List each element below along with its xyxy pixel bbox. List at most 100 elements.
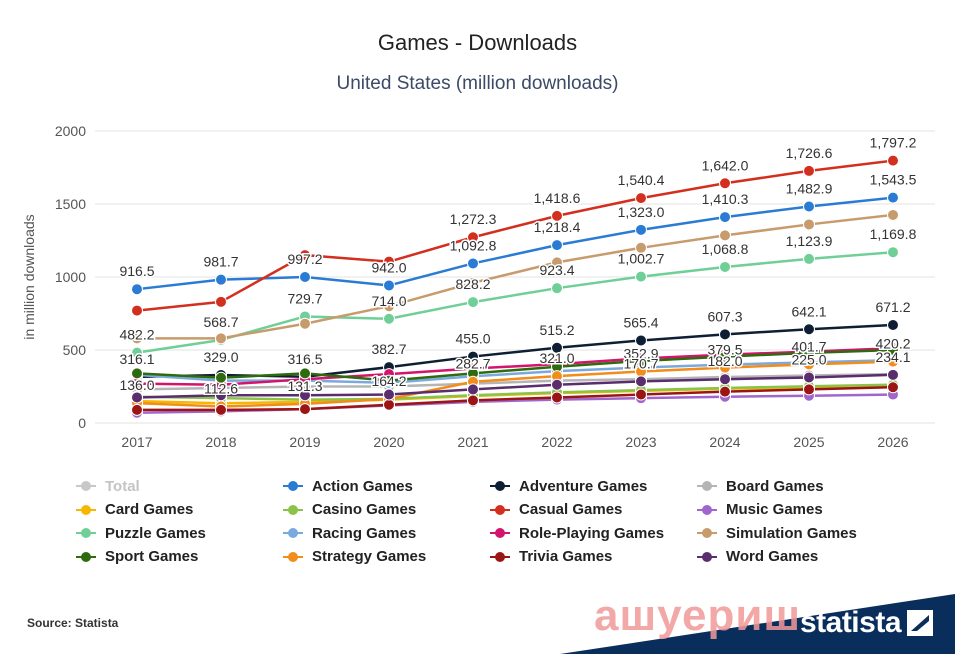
- data-point-trivia-games[interactable]: [383, 398, 395, 411]
- data-point-trivia-games[interactable]: [887, 381, 899, 394]
- data-point-simulation-games[interactable]: [635, 241, 647, 254]
- series-line-puzzle-games[interactable]: [136, 250, 894, 354]
- data-point-adventure-games[interactable]: [551, 341, 563, 354]
- legend-item-role-playing-games[interactable]: Role-Playing Games: [490, 522, 664, 544]
- data-point-casual-games[interactable]: [803, 164, 815, 177]
- data-point-casual-games[interactable]: [467, 231, 479, 244]
- series-line-role-playing-games[interactable]: [136, 346, 894, 386]
- data-point-word-games[interactable]: [383, 388, 395, 401]
- data-point-casual-games[interactable]: [383, 255, 395, 268]
- legend-item-word-games[interactable]: Word Games: [697, 546, 818, 568]
- data-point-casual-games[interactable]: [299, 249, 311, 262]
- data-point-trivia-games[interactable]: [467, 394, 479, 407]
- data-point-simulation-games[interactable]: [719, 229, 731, 242]
- data-point-puzzle-games[interactable]: [131, 346, 143, 359]
- data-point-sport-games[interactable]: [299, 367, 311, 380]
- data-point-strategy-games[interactable]: [803, 358, 815, 371]
- data-point-simulation-games[interactable]: [467, 276, 479, 289]
- series-line-simulation-games[interactable]: [137, 213, 894, 340]
- data-point-action-games[interactable]: [803, 200, 815, 213]
- data-point-puzzle-games[interactable]: [719, 260, 731, 273]
- data-point-adventure-games[interactable]: [467, 350, 479, 363]
- data-point-word-games[interactable]: [887, 368, 899, 381]
- data-point-action-games[interactable]: [215, 273, 227, 286]
- series-line-sport-games[interactable]: [136, 348, 894, 382]
- data-point-casual-games[interactable]: [551, 209, 563, 222]
- data-point-word-games[interactable]: [467, 383, 479, 396]
- data-point-action-games[interactable]: [551, 239, 563, 252]
- data-point-simulation-games[interactable]: [383, 300, 395, 313]
- legend-item-strategy-games[interactable]: Strategy Games: [283, 546, 426, 568]
- data-point-sport-games[interactable]: [383, 374, 395, 387]
- data-point-casual-games[interactable]: [887, 154, 899, 167]
- data-point-word-games[interactable]: [719, 373, 731, 386]
- data-point-puzzle-games[interactable]: [383, 312, 395, 325]
- legend-item-card-games[interactable]: Card Games: [76, 499, 193, 521]
- data-point-trivia-games[interactable]: [215, 403, 227, 416]
- data-point-casual-games[interactable]: [215, 295, 227, 308]
- legend-item-adventure-games[interactable]: Adventure Games: [490, 475, 647, 497]
- data-point-word-games[interactable]: [131, 391, 143, 404]
- data-point-simulation-games[interactable]: [803, 218, 815, 231]
- data-point-simulation-games[interactable]: [887, 208, 899, 221]
- data-point-word-games[interactable]: [299, 389, 311, 402]
- legend-item-board-games[interactable]: Board Games: [697, 475, 824, 497]
- data-point-casual-games[interactable]: [719, 177, 731, 190]
- series-line-trivia-games[interactable]: [137, 385, 894, 412]
- data-point-trivia-games[interactable]: [719, 385, 731, 398]
- data-point-puzzle-games[interactable]: [803, 252, 815, 265]
- legend-item-racing-games[interactable]: Racing Games: [283, 522, 416, 544]
- data-point-simulation-games[interactable]: [215, 332, 227, 345]
- data-point-simulation-games[interactable]: [131, 332, 143, 345]
- data-point-action-games[interactable]: [635, 223, 647, 236]
- data-point-simulation-games[interactable]: [551, 256, 563, 269]
- data-point-adventure-games[interactable]: [803, 323, 815, 336]
- data-point-word-games[interactable]: [551, 378, 563, 391]
- legend-item-casino-games[interactable]: Casino Games: [283, 499, 416, 521]
- data-point-adventure-games[interactable]: [719, 328, 731, 341]
- data-point-strategy-games[interactable]: [887, 355, 899, 368]
- legend-item-casual-games[interactable]: Casual Games: [490, 499, 622, 521]
- data-point-puzzle-games[interactable]: [635, 270, 647, 283]
- data-point-casual-games[interactable]: [635, 192, 647, 205]
- data-point-action-games[interactable]: [299, 271, 311, 283]
- legend-item-sport-games[interactable]: Sport Games: [76, 546, 198, 568]
- data-point-trivia-games[interactable]: [131, 403, 143, 416]
- series-line-racing-games[interactable]: [136, 358, 894, 385]
- data-point-puzzle-games[interactable]: [887, 246, 899, 259]
- data-point-action-games[interactable]: [467, 257, 479, 270]
- data-point-puzzle-games[interactable]: [467, 296, 479, 309]
- legend-item-puzzle-games[interactable]: Puzzle Games: [76, 522, 206, 544]
- data-point-trivia-games[interactable]: [635, 388, 647, 401]
- data-point-strategy-games[interactable]: [719, 361, 731, 374]
- data-point-word-games[interactable]: [635, 375, 647, 388]
- statista-logo[interactable]: statista: [800, 603, 933, 643]
- data-point-casual-games[interactable]: [131, 304, 143, 317]
- data-point-action-games[interactable]: [887, 191, 899, 204]
- legend-item-total[interactable]: Total: [76, 475, 140, 497]
- series-line-board-games[interactable]: [136, 372, 894, 391]
- series-line-action-games[interactable]: [136, 196, 894, 291]
- data-point-action-games[interactable]: [383, 279, 395, 292]
- data-point-puzzle-games[interactable]: [551, 282, 563, 295]
- data-point-adventure-games[interactable]: [635, 334, 647, 347]
- data-point-trivia-games[interactable]: [299, 403, 311, 416]
- series-line-word-games[interactable]: [136, 373, 894, 399]
- data-point-simulation-games[interactable]: [299, 317, 311, 330]
- data-point-sport-games[interactable]: [887, 344, 899, 356]
- data-point-word-games[interactable]: [803, 371, 815, 384]
- legend-item-action-games[interactable]: Action Games: [283, 475, 413, 497]
- data-point-trivia-games[interactable]: [803, 383, 815, 396]
- series-line-casual-games[interactable]: [136, 159, 894, 312]
- data-point-trivia-games[interactable]: [551, 391, 563, 404]
- series-line-casino-games[interactable]: [136, 383, 894, 401]
- data-point-sport-games[interactable]: [131, 367, 143, 380]
- legend-item-music-games[interactable]: Music Games: [697, 499, 823, 521]
- data-point-action-games[interactable]: [131, 283, 143, 296]
- data-point-sport-games[interactable]: [215, 371, 227, 384]
- data-point-action-games[interactable]: [719, 211, 731, 224]
- data-point-word-games[interactable]: [215, 389, 227, 402]
- legend-item-simulation-games[interactable]: Simulation Games: [697, 522, 857, 544]
- series-line-strategy-games[interactable]: [136, 360, 894, 408]
- data-point-adventure-games[interactable]: [887, 319, 899, 332]
